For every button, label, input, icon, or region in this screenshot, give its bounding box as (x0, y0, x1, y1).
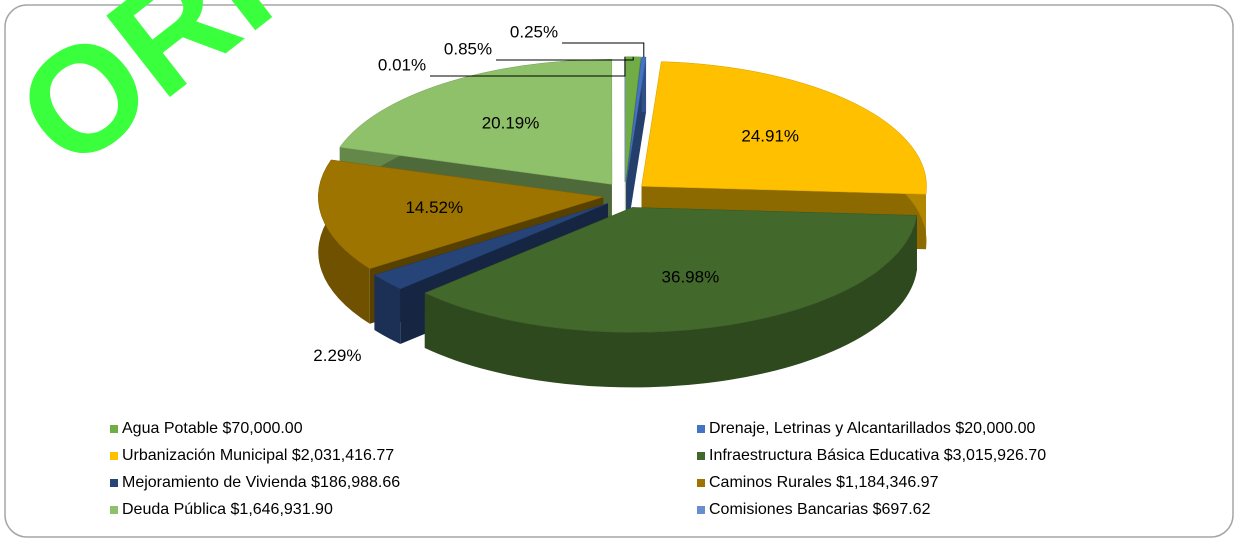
legend-swatch (110, 425, 118, 433)
legend-label: Urbanización Municipal $2,031,416.77 (122, 447, 394, 464)
legend-label: Agua Potable $70,000.00 (122, 420, 303, 437)
legend-swatch (697, 479, 705, 487)
legend-swatch (697, 452, 705, 460)
data-label: 24.91% (741, 126, 799, 145)
legend-swatch (697, 506, 705, 514)
legend-label: Drenaje, Letrinas y Alcantarillados $20,… (709, 420, 1036, 437)
legend-swatch (110, 452, 118, 460)
legend-swatch (110, 479, 118, 487)
legend-label: Infraestructura Básica Educativa $3,015,… (709, 447, 1046, 464)
legend-label: Mejoramiento de Vivienda $186,988.66 (122, 474, 400, 491)
data-label: 0.01% (378, 55, 426, 74)
legend-swatch (697, 425, 705, 433)
data-label: 2.29% (313, 346, 361, 365)
legend-label: Deuda Pública $1,646,931.90 (122, 501, 333, 518)
data-label: 0.25% (510, 22, 558, 41)
data-label: 14.52% (405, 198, 463, 217)
legend-label: Caminos Rurales $1,184,346.97 (709, 474, 939, 491)
data-label: 0.85% (444, 39, 492, 58)
data-label: 20.19% (482, 113, 540, 132)
data-label: 36.98% (662, 267, 720, 286)
legend-label: Comisiones Bancarias $697.62 (709, 501, 931, 518)
legend-swatch (110, 506, 118, 514)
